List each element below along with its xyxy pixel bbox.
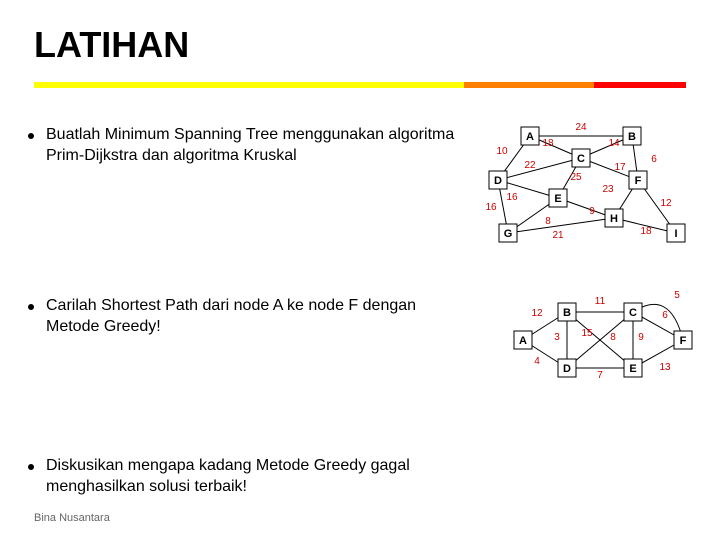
svg-text:18: 18 [640,226,652,237]
bullet-icon [28,464,34,470]
bullet-icon [28,133,34,139]
svg-text:18: 18 [542,138,554,149]
title-underline [34,82,686,88]
svg-text:6: 6 [651,154,657,165]
svg-text:25: 25 [570,172,582,183]
svg-text:14: 14 [608,138,620,149]
svg-text:12: 12 [531,308,543,319]
bullet-item-3: Diskusikan mengapa kadang Metode Greedy … [28,456,458,498]
svg-text:G: G [504,228,513,240]
svg-text:6: 6 [662,310,668,321]
svg-text:15: 15 [581,328,593,339]
svg-text:5: 5 [674,290,680,301]
svg-text:21: 21 [552,230,564,241]
svg-text:16: 16 [485,202,497,213]
svg-text:B: B [563,307,571,319]
svg-text:11: 11 [595,296,606,307]
svg-text:7: 7 [597,370,603,381]
svg-text:22: 22 [524,160,536,171]
bullet-text: Diskusikan mengapa kadang Metode Greedy … [46,456,458,498]
svg-text:A: A [526,131,534,143]
svg-text:3: 3 [554,332,560,343]
svg-text:B: B [628,131,636,143]
svg-text:C: C [629,307,637,319]
svg-text:F: F [680,335,687,347]
svg-text:E: E [629,363,636,375]
bullet-text: Carilah Shortest Path dari node A ke nod… [46,296,458,338]
svg-text:17: 17 [614,162,626,173]
svg-text:F: F [635,175,642,187]
svg-text:12: 12 [660,198,672,209]
bullet-item-2: Carilah Shortest Path dari node A ke nod… [28,296,458,338]
graph-mst: 24 18 10 14 6 22 25 17 16 16 8 9 23 12 21 18 A B C D E F G H I [468,118,688,248]
svg-text:8: 8 [610,332,616,343]
svg-text:D: D [494,175,502,187]
svg-text:10: 10 [496,146,508,157]
svg-text:E: E [554,193,561,205]
svg-text:23: 23 [602,184,614,195]
graph-shortest-path: 12 4 11 3 15 8 9 6 7 13 5 A B C D E F [505,290,700,390]
rule-yellow [34,82,464,88]
rule-red [594,82,686,88]
svg-text:9: 9 [638,332,644,343]
svg-text:8: 8 [545,216,551,227]
svg-text:A: A [519,335,527,347]
bullet-icon [28,304,34,310]
bullet-item-1: Buatlah Minimum Spanning Tree menggunaka… [28,125,458,167]
svg-text:4: 4 [534,356,540,367]
rule-orange [464,82,594,88]
svg-text:H: H [610,213,618,225]
svg-text:C: C [577,153,585,165]
slide-title: LATIHAN [34,24,189,66]
svg-text:9: 9 [589,206,595,217]
svg-text:16: 16 [506,192,518,203]
footer-text: Bina Nusantara [34,512,110,524]
svg-text:24: 24 [575,122,587,133]
svg-text:D: D [563,363,571,375]
bullet-text: Buatlah Minimum Spanning Tree menggunaka… [46,125,458,167]
svg-text:13: 13 [659,362,671,373]
svg-text:I: I [674,228,677,240]
